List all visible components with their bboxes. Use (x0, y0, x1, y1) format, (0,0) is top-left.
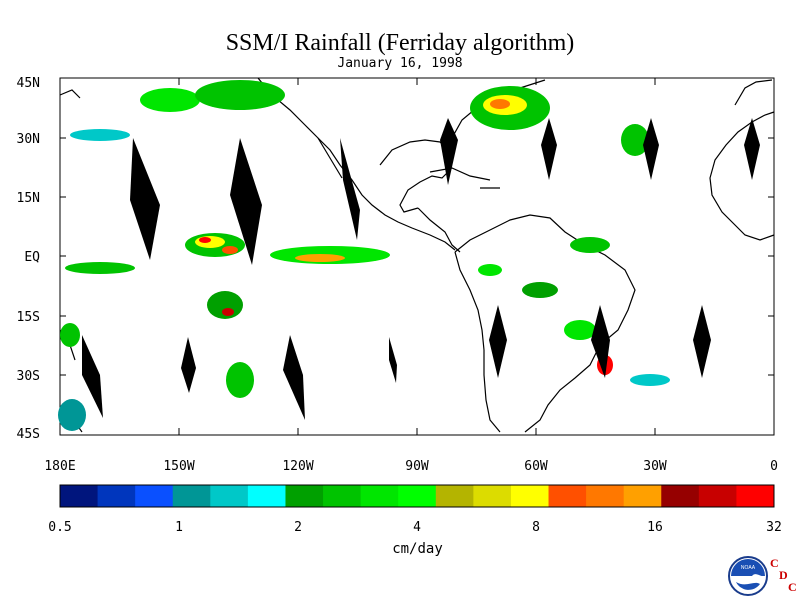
colorbar-swatch (285, 485, 324, 507)
colorbar-swatch (247, 485, 286, 507)
map-title: SSM/I Rainfall (Ferriday algorithm) (225, 30, 575, 56)
colorbar-tick-label: 8 (532, 520, 540, 535)
colorbar-tick-labels: 0.5 1 2 4 8 16 32 (0, 520, 800, 540)
colorbar-swatch (60, 485, 99, 507)
colorbar-swatch (323, 485, 362, 507)
lat-label-30s: 30S (17, 369, 40, 384)
lat-label-15s: 15S (17, 310, 40, 325)
colorbar-swatch (510, 485, 550, 507)
colorbar-swatch (698, 485, 737, 507)
lat-label-15n: 15N (17, 191, 40, 206)
colorbar-swatch (473, 485, 512, 507)
lat-label-30n: 30N (17, 132, 40, 147)
cdc-letter-3: C (788, 580, 797, 594)
colorbar-swatch (548, 485, 587, 507)
noaa-logo-text: NOAA (741, 565, 756, 571)
colorbar-swatch (623, 485, 662, 507)
colorbar-border (59, 484, 775, 508)
lat-label-45s: 45S (17, 427, 40, 442)
colorbar-swatch (210, 485, 249, 507)
colorbar-tick-label: 0.5 (48, 520, 72, 535)
colorbar-swatch (360, 485, 399, 507)
lat-label-eq: EQ (24, 250, 40, 265)
colorbar-swatch (97, 485, 136, 507)
colorbar-swatch (586, 485, 625, 507)
colorbar-tick-label: 2 (294, 520, 302, 535)
lon-label-120w: 120W (282, 459, 313, 474)
colorbar-swatch (661, 485, 700, 507)
noaa-cdc-logo: NOAA C D C (728, 554, 798, 598)
lon-label-90w: 90W (405, 459, 429, 474)
colorbar-swatch (736, 485, 775, 507)
cdc-letter-2: D (779, 568, 788, 582)
axis-ticks (59, 77, 775, 436)
colorbar (59, 484, 775, 508)
colorbar-unit-label: cm/day (392, 541, 443, 557)
colorbar-tick-label: 16 (647, 520, 663, 535)
lat-label-45n: 45N (17, 76, 40, 91)
lon-label-30w: 30W (643, 459, 667, 474)
lon-label-150w: 150W (163, 459, 194, 474)
map-subtitle: January 16, 1998 (337, 56, 463, 71)
rainfall-patches (58, 80, 670, 431)
longitude-labels: 180E 150W 120W 90W 60W 30W 0 (44, 459, 778, 474)
colorbar-tick-label: 4 (413, 520, 421, 535)
colorbar-swatch (135, 485, 174, 507)
noaa-logo-icon: NOAA (728, 556, 768, 596)
colorbar-swatch (172, 485, 211, 507)
colorbar-tick-label: 32 (766, 520, 782, 535)
colorbar-tick-label: 1 (175, 520, 183, 535)
lon-label-0: 0 (770, 459, 778, 474)
colorbar-swatch (435, 485, 474, 507)
colorbar-swatch (398, 485, 437, 507)
lon-label-180e: 180E (44, 459, 75, 474)
data-gap-swaths (82, 118, 760, 420)
latitude-labels: 45N 30N 15N EQ 15S 30S 45S (17, 76, 41, 442)
cdc-letter-1: C (770, 556, 779, 570)
lon-label-60w: 60W (524, 459, 548, 474)
